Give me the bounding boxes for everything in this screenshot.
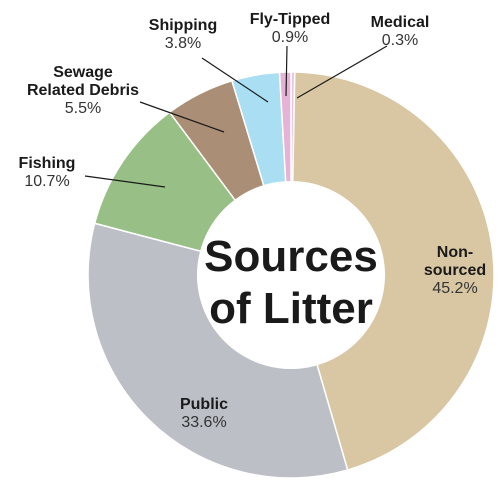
leader-lines bbox=[84, 45, 388, 188]
label-value-non-sourced: 45.2% bbox=[432, 280, 477, 297]
label-value-medical: 0.3% bbox=[382, 32, 418, 49]
label-value-sewage: 5.5% bbox=[65, 100, 101, 117]
label-name-sewage-2: Related Debris bbox=[27, 82, 139, 99]
chart-title-line-1: Sources bbox=[204, 232, 378, 281]
label-name-fly-tipped: Fly-Tipped bbox=[250, 11, 331, 28]
label-name-sewage-1: Sewage bbox=[53, 64, 113, 81]
label-name-fishing: Fishing bbox=[19, 155, 76, 172]
leader-line-medical bbox=[296, 45, 388, 99]
leader-line-fishing bbox=[84, 175, 166, 188]
chart-title-line-2: of Litter bbox=[209, 284, 373, 333]
label-name-non-sourced-1: Non- bbox=[437, 244, 473, 261]
leader-line-fly-tipped bbox=[285, 45, 288, 97]
label-name-public: Public bbox=[180, 396, 228, 413]
label-name-medical: Medical bbox=[371, 14, 430, 31]
slice-non-sourced bbox=[290, 71, 495, 471]
label-value-shipping: 3.8% bbox=[165, 35, 201, 52]
label-value-fishing: 10.7% bbox=[24, 173, 69, 190]
label-value-public: 33.6% bbox=[181, 414, 226, 431]
label-name-non-sourced-2: sourced bbox=[424, 262, 486, 279]
donut-hole bbox=[197, 181, 385, 369]
leader-line-sewage bbox=[139, 101, 225, 133]
label-value-fly-tipped: 0.9% bbox=[272, 29, 308, 46]
slices bbox=[87, 71, 495, 479]
leader-line-shipping bbox=[201, 57, 269, 103]
label-name-shipping: Shipping bbox=[149, 17, 217, 34]
